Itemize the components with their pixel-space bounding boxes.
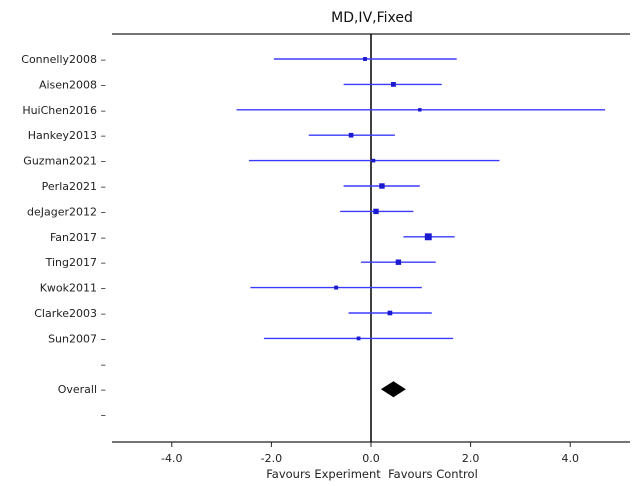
- empty-row-tick: –: [101, 409, 107, 422]
- effect-estimate-point: [418, 108, 422, 112]
- overall-row: Overall – –: [58, 381, 406, 422]
- overall-label: Overall –: [58, 383, 106, 396]
- x-tick-label: 4.0: [561, 452, 579, 465]
- effect-estimate-point: [334, 285, 339, 290]
- x-axis-label: Favours Experiment Favours Control: [266, 467, 478, 481]
- study-label: Clarke2003 –: [34, 307, 106, 320]
- study-label: Hankey2013 –: [28, 129, 106, 142]
- study-label: Guzman2021 –: [23, 155, 106, 168]
- study-label: Sun2007 –: [48, 332, 106, 345]
- effect-estimate-point: [363, 57, 367, 61]
- effect-estimate-point: [371, 158, 376, 163]
- empty-row-tick: –: [101, 358, 107, 371]
- study-label: Perla2021 –: [42, 180, 106, 193]
- study-label: Fan2017 –: [50, 231, 106, 244]
- effect-estimate-point: [387, 310, 393, 316]
- x-tick-label: -2.0: [261, 452, 282, 465]
- study-label: Ting2017 –: [45, 256, 106, 269]
- x-tick-label: -4.0: [161, 452, 182, 465]
- x-tick-label: 0.0: [362, 452, 380, 465]
- study-label: Connelly2008 –: [21, 53, 106, 66]
- effect-estimate-point: [348, 132, 354, 138]
- effect-estimate-point: [395, 259, 402, 265]
- chart-title: MD,IV,Fixed: [331, 10, 413, 26]
- study-label: Aisen2008 –: [39, 78, 106, 91]
- study-label: deJager2012 –: [27, 205, 106, 218]
- x-axis-ticks: -4.0 -2.0 0.0 2.0 4.0: [161, 34, 579, 465]
- effect-estimate-point: [424, 233, 432, 241]
- study-rows: Connelly2008 – Aisen2008 – HuiChen2016 – Ha…: [21, 53, 606, 371]
- study-label: HuiChen2016 –: [22, 104, 106, 117]
- effect-estimate-point: [391, 82, 396, 87]
- effect-estimate-point: [373, 208, 379, 215]
- overall-diamond: [380, 381, 406, 398]
- x-tick-label: 2.0: [462, 452, 480, 465]
- effect-estimate-point: [379, 183, 385, 189]
- study-label: Kwok2011 –: [40, 282, 106, 295]
- effect-estimate-point: [356, 336, 361, 341]
